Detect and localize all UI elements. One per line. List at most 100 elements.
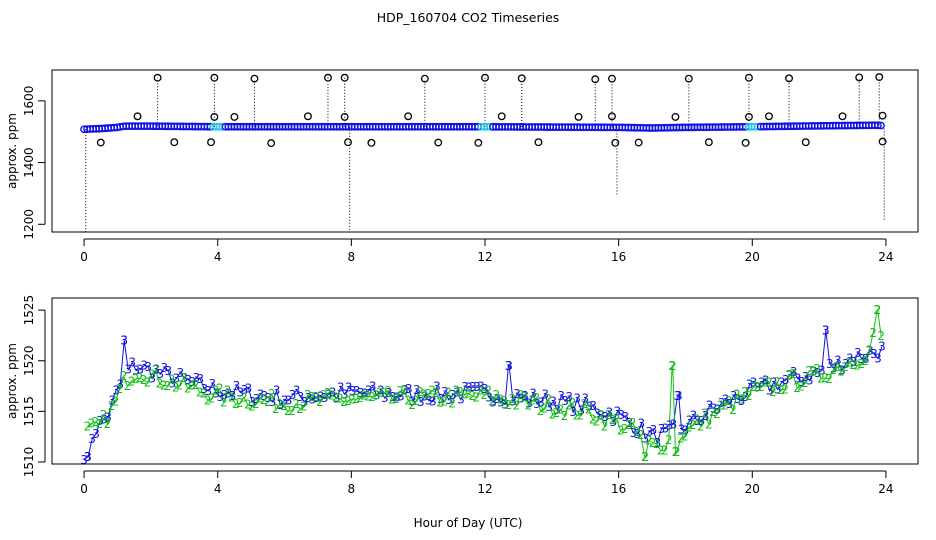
outlier-point xyxy=(801,138,810,147)
series-3-mark: 3 xyxy=(814,366,822,380)
series-3-mark: 3 xyxy=(553,403,561,417)
series-3-mark: 3 xyxy=(505,359,513,373)
outlier-point xyxy=(517,74,526,83)
x-tick-label: 16 xyxy=(611,250,626,264)
series-3-mark: 3 xyxy=(80,453,88,467)
series-3-line xyxy=(83,330,883,461)
series-2-mark: 2 xyxy=(537,404,545,418)
series-3-mark: 3 xyxy=(285,393,293,407)
series-3-mark: 3 xyxy=(96,414,104,428)
series-2-mark: 2 xyxy=(340,395,348,409)
series-2-mark: 2 xyxy=(408,398,416,412)
series-2-mark: 2 xyxy=(874,303,882,317)
series-2-mark: 2 xyxy=(541,401,549,415)
series-3-mark: 3 xyxy=(333,392,341,406)
series-2-mark: 2 xyxy=(489,394,497,408)
series-2-mark: 2 xyxy=(769,385,777,399)
series-3-mark: 3 xyxy=(217,390,225,404)
series-3-mark: 3 xyxy=(261,389,269,403)
series-3-mark: 3 xyxy=(136,363,144,377)
series-3-mark: 3 xyxy=(413,383,421,397)
series-3-mark: 3 xyxy=(441,385,449,399)
series-2-mark: 2 xyxy=(817,372,825,386)
series-2-mark: 2 xyxy=(284,404,292,418)
series-3-mark: 3 xyxy=(345,380,353,394)
series-3-mark: 3 xyxy=(104,411,112,425)
outlier-point xyxy=(574,112,583,121)
series-3-mark: 3 xyxy=(193,371,201,385)
series-3-mark: 3 xyxy=(870,347,878,361)
series-3-mark: 3 xyxy=(517,392,525,406)
series-2-mark: 2 xyxy=(857,357,865,371)
series-2-mark: 2 xyxy=(717,399,725,413)
series-2-mark: 2 xyxy=(188,378,196,392)
outlier-point xyxy=(671,112,680,121)
series-2-mark: 2 xyxy=(144,376,152,390)
top-axes: 0 4 8 12 16 20 24 1200 1400 1600 xyxy=(22,86,894,264)
outlier-point xyxy=(684,74,693,83)
series-2-mark: 2 xyxy=(140,373,148,387)
series-2-mark: 2 xyxy=(749,380,757,394)
series-3-mark: 3 xyxy=(205,384,213,398)
outlier-point xyxy=(404,112,413,121)
figure-title: HDP_160704 CO2 Timeseries xyxy=(377,10,560,25)
series-2-mark: 2 xyxy=(757,380,765,394)
series-3-mark: 3 xyxy=(409,394,417,408)
series-3-mark: 3 xyxy=(381,391,389,405)
series-3-mark: 3 xyxy=(565,390,573,404)
outlier-point xyxy=(741,138,750,147)
series-3-mark: 3 xyxy=(589,399,597,413)
series-3-mark: 3 xyxy=(642,432,650,446)
series-2-mark: 2 xyxy=(677,431,685,445)
series-2-mark: 2 xyxy=(668,359,676,373)
series-2-mark: 2 xyxy=(513,398,521,412)
series-2-mark: 2 xyxy=(92,415,100,429)
x-tick-label: 4 xyxy=(214,482,222,496)
series-2-mark: 2 xyxy=(533,391,541,405)
series-3-mark: 3 xyxy=(132,364,140,378)
series-3-mark: 3 xyxy=(597,409,605,423)
series-2-mark: 2 xyxy=(485,384,493,398)
series-3-mark: 3 xyxy=(281,393,289,407)
series-2-mark: 2 xyxy=(84,419,92,433)
series-3-mark: 3 xyxy=(357,386,365,400)
series-2-mark: 2 xyxy=(673,445,681,459)
series-2-mark: 2 xyxy=(753,380,761,394)
series-3-mark: 3 xyxy=(545,400,553,414)
outlier-point xyxy=(210,73,219,82)
series-3-mark: 3 xyxy=(369,380,377,394)
series-3-mark: 3 xyxy=(846,351,854,365)
series-2-mark: 2 xyxy=(745,389,753,403)
series-3-mark: 3 xyxy=(690,409,698,423)
series-2-mark: 2 xyxy=(877,329,885,343)
outlier-point xyxy=(344,138,352,147)
series-3-mark: 3 xyxy=(790,365,798,379)
series-3-mark: 3 xyxy=(469,380,477,394)
series-3-mark: 3 xyxy=(120,334,128,348)
top-dip-lines xyxy=(85,125,885,232)
top-y-label: approx. ppm xyxy=(5,113,19,189)
series-2-mark: 2 xyxy=(561,409,569,423)
series-3-mark: 3 xyxy=(437,392,445,406)
series-3-mark: 3 xyxy=(521,389,529,403)
series-3-mark: 3 xyxy=(253,392,261,406)
series-2-mark: 2 xyxy=(629,416,637,430)
series-3-mark: 3 xyxy=(501,397,509,411)
series-3-mark: 3 xyxy=(201,382,209,396)
series-2-mark: 2 xyxy=(464,386,472,400)
series-2-mark: 2 xyxy=(709,405,717,419)
series-2-mark: 2 xyxy=(797,380,805,394)
series-3-mark: 3 xyxy=(626,416,634,430)
series-3-mark: 3 xyxy=(762,373,770,387)
series-2-mark: 2 xyxy=(741,385,749,399)
series-2-mark: 2 xyxy=(813,362,821,376)
series-3-mark: 3 xyxy=(148,372,156,386)
series-2-mark: 2 xyxy=(440,395,448,409)
outlier-point xyxy=(207,138,215,147)
series-2-mark: 2 xyxy=(661,443,669,457)
series-2-mark: 2 xyxy=(124,379,132,393)
series-2-mark: 2 xyxy=(176,378,184,392)
series-3-mark: 3 xyxy=(858,352,866,366)
series-2-mark: 2 xyxy=(208,392,216,406)
series-2-mark: 2 xyxy=(765,375,773,389)
